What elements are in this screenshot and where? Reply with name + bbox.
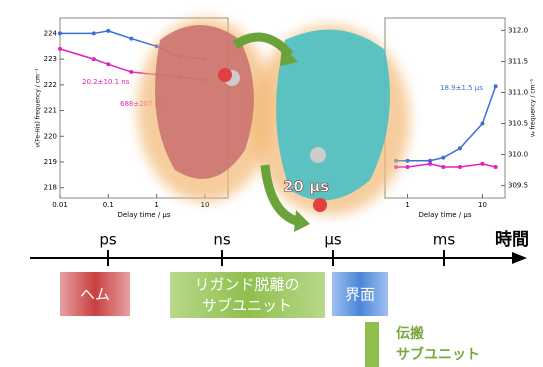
y-tick-label: 224 bbox=[44, 29, 58, 37]
data-point bbox=[493, 164, 498, 169]
x-axis-label: Delay time / μs bbox=[117, 211, 170, 219]
protein-pink bbox=[155, 25, 254, 179]
data-point bbox=[457, 164, 462, 169]
center-label: 20 μs bbox=[283, 178, 329, 196]
box-text: 界面 bbox=[345, 286, 375, 304]
y-tick-label: 221 bbox=[44, 107, 57, 115]
box-text: リガンド脱離の bbox=[194, 276, 299, 294]
x-axis-label: Delay time / μs bbox=[418, 211, 471, 219]
data-point bbox=[441, 164, 446, 169]
y-tick-label: 310.5 bbox=[508, 120, 528, 128]
x-tick-label: 0.1 bbox=[103, 201, 114, 209]
x-tick-label: 0.01 bbox=[52, 201, 68, 209]
data-point bbox=[91, 31, 96, 36]
data-point bbox=[480, 161, 485, 166]
y-tick-label: 223 bbox=[44, 55, 57, 63]
box bbox=[170, 272, 325, 318]
x-tick-label: 10 bbox=[200, 201, 209, 209]
annotation: 20.2±10.1 ns bbox=[82, 78, 130, 86]
plots: 0.01 0.1 1 10 218 219 220 221 222 223 224 Delay tim… bbox=[35, 17, 537, 219]
data-point bbox=[129, 36, 134, 41]
arrowhead bbox=[512, 252, 527, 264]
box-text: サブユニット bbox=[202, 297, 292, 315]
data-point bbox=[129, 70, 134, 74]
data-point bbox=[91, 57, 96, 62]
box bbox=[332, 272, 388, 316]
y-tick-label: 222 bbox=[44, 81, 57, 89]
time-tick-label: ns bbox=[213, 231, 231, 249]
data-point bbox=[405, 164, 410, 169]
data-point bbox=[480, 121, 485, 126]
data-point bbox=[457, 146, 462, 151]
box-text: ヘム bbox=[80, 286, 110, 304]
y-tick-label: 219 bbox=[44, 158, 57, 166]
x-tick-label: 1 bbox=[405, 201, 409, 209]
time-tick-label: ps bbox=[99, 231, 117, 249]
ligand bbox=[218, 68, 232, 82]
timeline: 時間 ps ns μs ms bbox=[30, 229, 529, 266]
data-point bbox=[106, 62, 111, 67]
data-point bbox=[405, 158, 410, 163]
y-axis-label: ν₄ frequency / cm⁻¹ bbox=[530, 78, 537, 137]
proteins bbox=[137, 18, 410, 232]
y-tick-label: 218 bbox=[44, 184, 57, 192]
time-tick-label: ms bbox=[433, 231, 456, 249]
data-point bbox=[493, 84, 498, 89]
data-point bbox=[428, 158, 433, 163]
arrow bbox=[260, 164, 302, 227]
time-tick-label: μs bbox=[324, 231, 342, 249]
data-point bbox=[106, 28, 111, 33]
y-tick-label: 312.0 bbox=[508, 26, 528, 34]
y-tick-label: 310.0 bbox=[508, 151, 528, 159]
ligand bbox=[313, 198, 327, 212]
x-tick-label: 1 bbox=[154, 201, 158, 209]
box bbox=[60, 272, 130, 316]
arrow bbox=[294, 210, 310, 232]
axis-label: 時間 bbox=[495, 229, 529, 250]
x-tick-label: 10 bbox=[478, 201, 487, 209]
y-tick-label: 220 bbox=[44, 132, 57, 140]
data-point bbox=[428, 161, 433, 166]
data-point bbox=[441, 155, 446, 160]
y-tick-label: 311.5 bbox=[508, 57, 528, 65]
protein-cyan bbox=[276, 29, 390, 201]
data-point bbox=[58, 31, 62, 36]
y-tick-label: 309.5 bbox=[508, 182, 528, 190]
data-point bbox=[58, 46, 62, 51]
boxes: ヘム リガンド脱離の サブユニット 界面 伝搬 サブユニット bbox=[60, 272, 480, 367]
ligand bbox=[310, 147, 326, 163]
box-text: 伝搬 bbox=[396, 325, 424, 342]
y-axis-label: ν(Fe-His) frequency / cm⁻¹ bbox=[35, 68, 42, 147]
arrow bbox=[280, 45, 298, 66]
annotation: 18.9±1.5 μs bbox=[440, 84, 483, 92]
y-tick-label: 311.0 bbox=[508, 88, 528, 96]
box-text: サブユニット bbox=[396, 346, 480, 363]
box bbox=[365, 322, 379, 367]
